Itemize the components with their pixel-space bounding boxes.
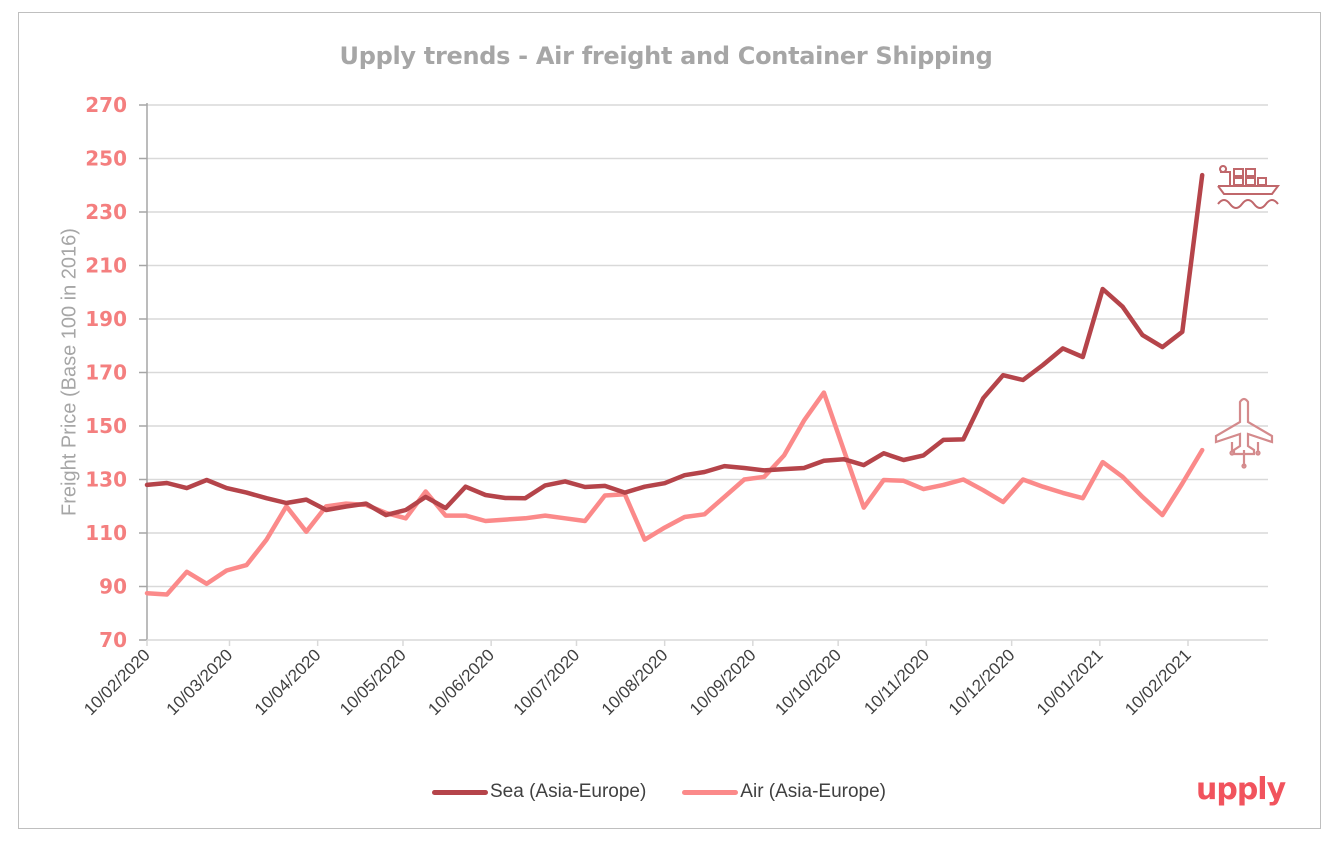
x-tick-label: 10/05/2020 (336, 645, 410, 719)
chart-title: Upply trends - Air freight and Container… (339, 42, 993, 70)
upply-logo: upply (1196, 772, 1286, 807)
legend-item-air: Air (Asia-Europe) (682, 781, 886, 803)
y-tick-label: 90 (99, 575, 127, 599)
legend-swatch-sea (432, 789, 488, 795)
x-tick-label: 10/08/2020 (598, 645, 672, 719)
x-tick-label: 10/10/2020 (771, 645, 845, 719)
y-tick-label: 210 (85, 254, 127, 278)
y-tick-label: 270 (85, 93, 127, 117)
y-tick-label: 130 (85, 468, 127, 492)
y-tick-label: 250 (85, 147, 127, 171)
series-lines (144, 172, 1205, 597)
legend-item-sea: Sea (Asia-Europe) (432, 781, 646, 803)
x-tick-label: 10/07/2020 (510, 645, 584, 719)
series-line-sea (144, 172, 1205, 518)
x-tick-label: 10/12/2020 (945, 645, 1019, 719)
x-tick-label: 10/01/2021 (1033, 645, 1107, 719)
x-tick-label: 10/02/2021 (1121, 645, 1195, 719)
chart-frame (18, 12, 1321, 829)
airplane-icon (1214, 397, 1274, 469)
legend-swatch-air (682, 789, 739, 795)
x-tick-label: 10/02/2020 (80, 645, 154, 719)
y-tick-label: 70 (99, 628, 127, 652)
axes: 70 90 110 130 150 170 190 210 230 250 270 10/02/202… (80, 93, 1268, 719)
data-points-sea (145, 173, 1205, 517)
series-line-air (144, 390, 1205, 597)
y-tick-label: 230 (85, 200, 127, 224)
x-tick-label: 10/09/2020 (686, 645, 760, 719)
y-tick-label: 150 (85, 414, 127, 438)
container-ship-icon (1217, 165, 1280, 209)
legend: Sea (Asia-Europe) Air (Asia-Europe) (432, 781, 922, 803)
y-tick-label: 110 (85, 521, 127, 545)
x-tick-label: 10/04/2020 (251, 645, 325, 719)
data-points-air (145, 390, 1205, 596)
x-tick-label: 10/03/2020 (163, 645, 237, 719)
x-tick-label: 10/11/2020 (860, 645, 933, 718)
x-tick-label: 10/06/2020 (424, 645, 498, 719)
y-tick-label: 190 (85, 307, 127, 331)
y-tick-label: 170 (85, 361, 127, 385)
legend-label-sea: Sea (Asia-Europe) (490, 781, 647, 802)
legend-label-air: Air (Asia-Europe) (740, 781, 887, 802)
gridlines (147, 104, 1268, 588)
